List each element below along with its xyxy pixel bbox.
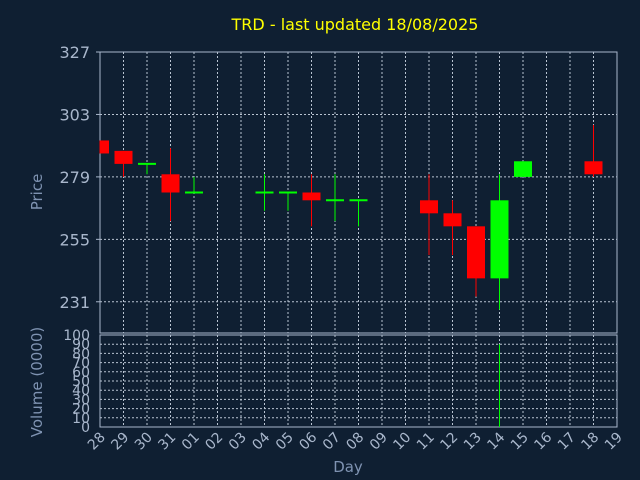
candle-30 (138, 162, 156, 175)
price-tick-label: 231 (59, 293, 90, 312)
volume-tick-label: 40 (72, 383, 90, 399)
volume-tick-label: 90 (72, 337, 90, 353)
candle-body (467, 226, 485, 279)
candle-31 (161, 148, 180, 222)
volume-axis-label: Volume (0000) (28, 327, 46, 437)
volume-frame (99, 334, 618, 428)
price-tick-label: 327 (59, 43, 90, 62)
candle-body (161, 174, 180, 193)
chart-title: TRD - last updated 18/08/2025 (231, 15, 479, 34)
candle-14 (490, 174, 509, 310)
candle-body (302, 192, 321, 201)
candle-06 (302, 174, 321, 227)
candle-29 (114, 150, 133, 177)
candle-08 (349, 199, 368, 227)
x-axis: 28 29 30 31 01 02 03 04 05 06 07 08 09 10 11 12 13 14 15 16… (85, 429, 626, 453)
volume-tick-label: 70 (72, 356, 90, 372)
candle-05 (279, 191, 297, 211)
price-frame (99, 51, 618, 334)
volume-tick-label: 50 (72, 374, 90, 390)
candle-body (420, 200, 438, 214)
volume-tick-label: 20 (72, 402, 90, 418)
volume-tick-label: 80 (72, 346, 90, 362)
candle-13 (467, 226, 485, 297)
volume-tick-label: 100 (63, 328, 90, 344)
volume-tick-label: 0 (81, 420, 90, 436)
y-axis-label: Price (28, 174, 46, 211)
candle-01 (185, 176, 203, 194)
candle-body (114, 150, 133, 164)
volume-tick-label: 10 (72, 411, 90, 427)
candle-15 (514, 161, 532, 177)
price-panel: 231 255 279 303 327 (59, 43, 618, 334)
price-tick-label: 279 (59, 168, 90, 187)
candle-body (443, 213, 462, 227)
price-tick-label: 303 (59, 105, 90, 124)
candle-18 (584, 124, 603, 177)
candle-07 (326, 174, 344, 222)
candle-body (514, 161, 532, 177)
candle-body (584, 161, 603, 175)
candle-11 (420, 174, 438, 255)
candle-body (100, 140, 109, 154)
candle-12 (443, 200, 462, 255)
x-axis-label: Day (333, 458, 363, 476)
candle-body (490, 200, 509, 279)
volume-tick-label: 30 (72, 392, 90, 408)
price-tick-label: 255 (59, 230, 90, 249)
candle-04 (255, 174, 274, 211)
candle-28 (99, 140, 109, 154)
volume-tick-label: 60 (72, 365, 90, 381)
